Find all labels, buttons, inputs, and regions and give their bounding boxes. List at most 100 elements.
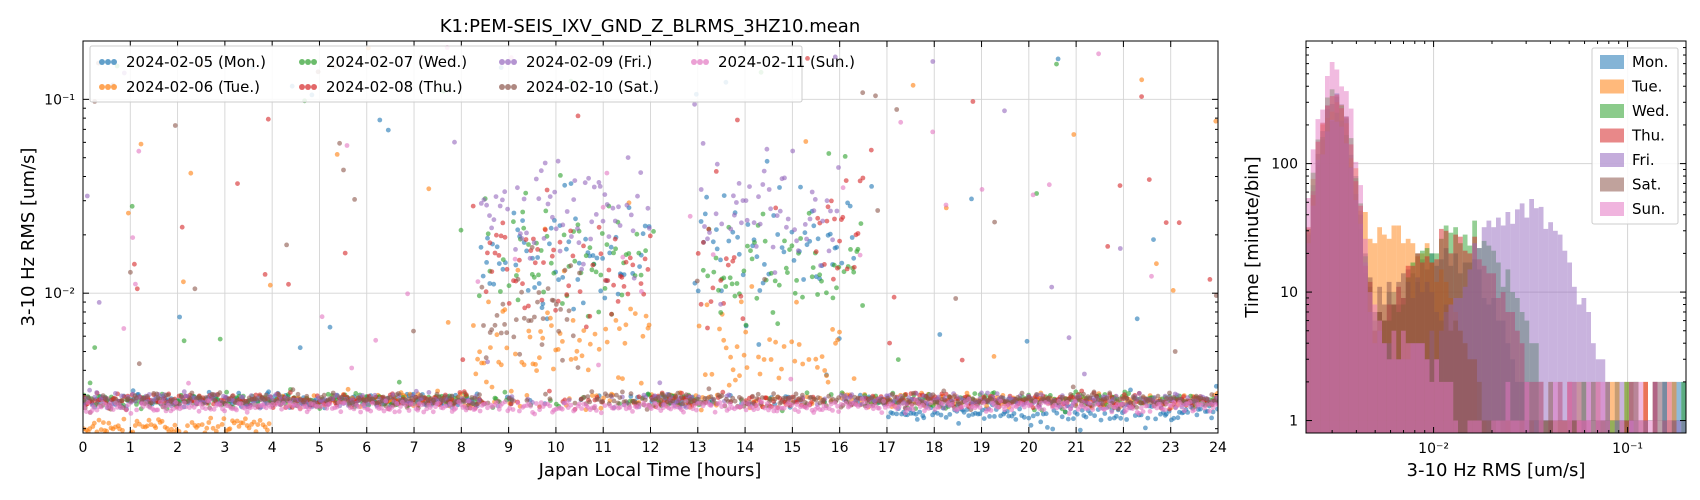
data-point	[119, 393, 124, 399]
data-point	[911, 390, 916, 396]
histogram-bar	[1614, 381, 1620, 433]
data-point	[800, 294, 805, 300]
x-tick-label: 15	[783, 440, 801, 456]
data-point	[1056, 398, 1062, 404]
data-point	[851, 376, 857, 381]
data-point	[564, 317, 570, 322]
x-tick-label: 19	[973, 440, 991, 456]
histogram-bar	[1420, 343, 1425, 433]
data-point	[533, 362, 538, 367]
data-point	[598, 288, 604, 294]
histogram-bar	[1472, 420, 1477, 433]
x-tick-label: 13	[689, 440, 707, 456]
data-point	[489, 225, 494, 231]
data-point	[794, 299, 799, 305]
data-point	[497, 203, 503, 209]
hist-legend-label: Mon.	[1632, 53, 1668, 71]
data-point	[824, 290, 829, 296]
data-point	[568, 181, 574, 187]
data-point	[463, 392, 469, 397]
data-point	[493, 194, 499, 200]
data-point	[708, 299, 714, 304]
histogram-bar	[1529, 199, 1534, 433]
data-point	[596, 224, 602, 230]
data-point	[809, 189, 815, 195]
data-point	[771, 213, 777, 218]
data-point	[551, 270, 557, 276]
data-point	[670, 398, 675, 404]
data-point	[615, 291, 621, 297]
data-point	[409, 395, 415, 401]
data-point	[744, 365, 750, 370]
data-point	[338, 409, 344, 415]
data-point	[759, 399, 765, 405]
data-point	[302, 397, 308, 403]
data-point	[545, 286, 551, 291]
histogram-bar	[1681, 420, 1686, 433]
data-point	[635, 193, 640, 199]
data-point	[607, 250, 613, 256]
data-point	[695, 251, 701, 256]
data-point	[1213, 383, 1218, 389]
histogram-bar	[1629, 381, 1634, 433]
histogram-bar	[1306, 198, 1311, 433]
data-point	[418, 393, 423, 398]
data-point	[915, 400, 921, 406]
x-tick-label: 23	[1162, 440, 1180, 456]
data-point	[494, 332, 500, 338]
hist-x-tick-label: 10⁻²	[1418, 441, 1449, 457]
histogram-bar	[1581, 298, 1587, 433]
data-point	[596, 346, 602, 352]
data-point	[1132, 400, 1138, 406]
data-point	[1059, 414, 1065, 420]
legend-label: 2024-02-09 (Fri.)	[526, 53, 652, 71]
histogram-bar	[1429, 381, 1435, 433]
legend-marker	[305, 59, 311, 65]
data-point	[287, 397, 293, 402]
data-point	[96, 300, 102, 305]
chart-title: K1:PEM-SEIS_IXV_GND_Z_BLRMS_3HZ10.mean	[440, 16, 861, 37]
data-point	[1087, 395, 1093, 401]
data-point	[620, 376, 625, 382]
data-point	[612, 218, 618, 224]
data-point	[1094, 393, 1099, 399]
data-point	[485, 235, 490, 241]
data-point	[181, 279, 186, 285]
data-point	[604, 393, 610, 399]
data-point	[722, 402, 727, 408]
data-point	[602, 286, 608, 291]
data-point	[630, 228, 636, 234]
data-point	[297, 345, 303, 351]
data-point	[842, 154, 848, 159]
data-point	[1033, 399, 1038, 404]
data-point	[536, 196, 542, 202]
histogram-bar	[1538, 381, 1544, 433]
data-point	[717, 326, 722, 332]
histogram-bar	[1600, 381, 1606, 433]
data-point	[266, 421, 272, 427]
data-point	[1038, 392, 1044, 397]
data-point	[749, 284, 755, 289]
data-point	[94, 429, 100, 433]
data-point	[532, 285, 537, 290]
data-point	[481, 197, 487, 203]
data-point	[956, 421, 961, 426]
data-point	[847, 203, 853, 209]
data-point	[525, 288, 531, 293]
histogram-bar	[1491, 227, 1496, 433]
data-point	[545, 201, 551, 207]
data-point	[723, 256, 729, 262]
histogram-frame	[1305, 40, 1687, 434]
data-point	[818, 263, 823, 268]
histogram-bar	[1472, 359, 1477, 433]
data-point	[712, 409, 718, 415]
data-point	[119, 405, 125, 411]
data-point	[829, 198, 834, 204]
data-point	[1105, 244, 1111, 249]
data-point	[562, 267, 568, 273]
data-point	[181, 338, 187, 344]
data-point	[900, 401, 906, 407]
data-point	[936, 405, 942, 410]
data-point	[1187, 399, 1193, 405]
data-point	[791, 258, 797, 263]
